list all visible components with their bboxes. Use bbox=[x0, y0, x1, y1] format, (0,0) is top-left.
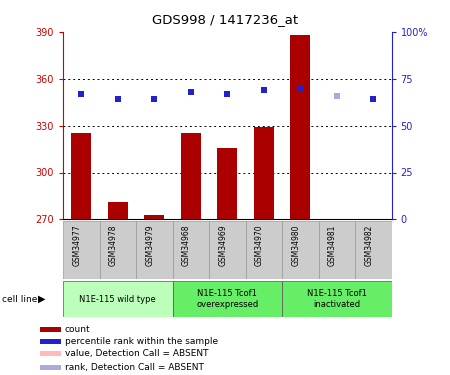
Bar bbox=[40, 351, 61, 356]
Text: value, Detection Call = ABSENT: value, Detection Call = ABSENT bbox=[65, 350, 208, 358]
Text: ▶: ▶ bbox=[38, 294, 45, 304]
Bar bbox=[40, 365, 61, 370]
Bar bbox=[209, 221, 246, 279]
Bar bbox=[40, 327, 61, 332]
Text: GSM34979: GSM34979 bbox=[145, 224, 154, 266]
Text: count: count bbox=[65, 325, 90, 334]
Text: N1E-115 Tcof1
inactivated: N1E-115 Tcof1 inactivated bbox=[307, 290, 367, 309]
Bar bbox=[181, 134, 201, 219]
Text: N1E-115 wild type: N1E-115 wild type bbox=[79, 295, 156, 304]
Bar bbox=[144, 214, 164, 219]
Bar bbox=[246, 221, 282, 279]
Bar bbox=[172, 281, 282, 317]
Bar bbox=[71, 134, 91, 219]
Bar bbox=[172, 221, 209, 279]
Bar bbox=[99, 221, 136, 279]
Bar bbox=[217, 147, 237, 219]
Text: GDS998 / 1417236_at: GDS998 / 1417236_at bbox=[152, 13, 298, 26]
Bar bbox=[355, 221, 392, 279]
Text: GSM34977: GSM34977 bbox=[72, 224, 81, 266]
Bar bbox=[136, 221, 172, 279]
Text: GSM34978: GSM34978 bbox=[109, 224, 118, 266]
Bar bbox=[282, 281, 392, 317]
Bar bbox=[63, 281, 172, 317]
Bar bbox=[63, 221, 99, 279]
Text: GSM34981: GSM34981 bbox=[328, 224, 337, 266]
Bar bbox=[108, 202, 128, 219]
Text: cell line: cell line bbox=[2, 295, 38, 304]
Text: GSM34969: GSM34969 bbox=[218, 224, 227, 266]
Text: GSM34982: GSM34982 bbox=[364, 224, 373, 266]
Text: N1E-115 Tcof1
overexpressed: N1E-115 Tcof1 overexpressed bbox=[196, 290, 258, 309]
Bar bbox=[40, 339, 61, 344]
Text: rank, Detection Call = ABSENT: rank, Detection Call = ABSENT bbox=[65, 363, 204, 372]
Text: GSM34980: GSM34980 bbox=[291, 224, 300, 266]
Bar bbox=[282, 221, 319, 279]
Text: GSM34970: GSM34970 bbox=[255, 224, 264, 266]
Text: percentile rank within the sample: percentile rank within the sample bbox=[65, 337, 218, 346]
Bar bbox=[290, 35, 310, 219]
Bar bbox=[254, 127, 274, 219]
Text: GSM34968: GSM34968 bbox=[182, 224, 191, 266]
Bar bbox=[319, 221, 355, 279]
